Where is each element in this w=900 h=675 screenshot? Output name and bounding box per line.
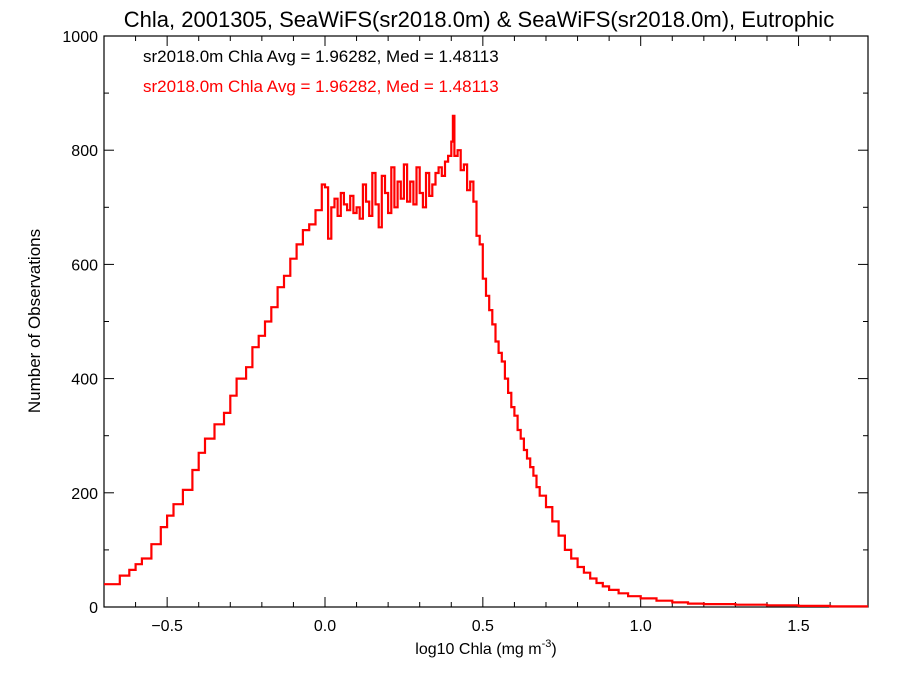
x-tick-label: 0.0 — [314, 618, 336, 635]
y-tick-label: 400 — [71, 372, 98, 389]
x-axis-label-close: ) — [551, 641, 556, 658]
x-axis-label: log10 Chla (mg m-3) — [415, 638, 556, 658]
y-tick-label: 200 — [71, 486, 98, 503]
x-axis: −0.5 0.0 0.5 1.0 1.5 — [135, 36, 831, 635]
x-tick-label: 0.5 — [472, 618, 494, 635]
series-line — [104, 114, 868, 608]
annotation-red: sr2018.0m Chla Avg = 1.96282, Med = 1.48… — [143, 77, 499, 96]
plot-frame — [103, 35, 869, 608]
y-tick-label: 800 — [71, 143, 98, 160]
y-axis: 0 200 400 600 800 1000 — [62, 29, 868, 617]
annotation-black: sr2018.0m Chla Avg = 1.96282, Med = 1.48… — [143, 47, 499, 66]
plot-area: 0 200 400 600 800 1000 −0.5 0.0 0.5 1.0 1.5 — [62, 29, 869, 635]
chart-title: Chla, 2001305, SeaWiFS(sr2018.0m) & SeaW… — [124, 7, 834, 32]
y-tick-label: 0 — [89, 600, 98, 617]
x-tick-label: 1.0 — [630, 618, 652, 635]
x-tick-label: −0.5 — [151, 618, 183, 635]
y-tick-label: 600 — [71, 257, 98, 274]
y-axis-label: Number of Observations — [25, 229, 44, 413]
series-layer — [104, 114, 868, 608]
x-tick-label: 1.5 — [787, 618, 809, 635]
y-tick-label: 1000 — [62, 29, 98, 46]
x-axis-label-exponent: -3 — [542, 638, 552, 650]
x-axis-label-main: log10 Chla (mg m — [415, 641, 541, 658]
